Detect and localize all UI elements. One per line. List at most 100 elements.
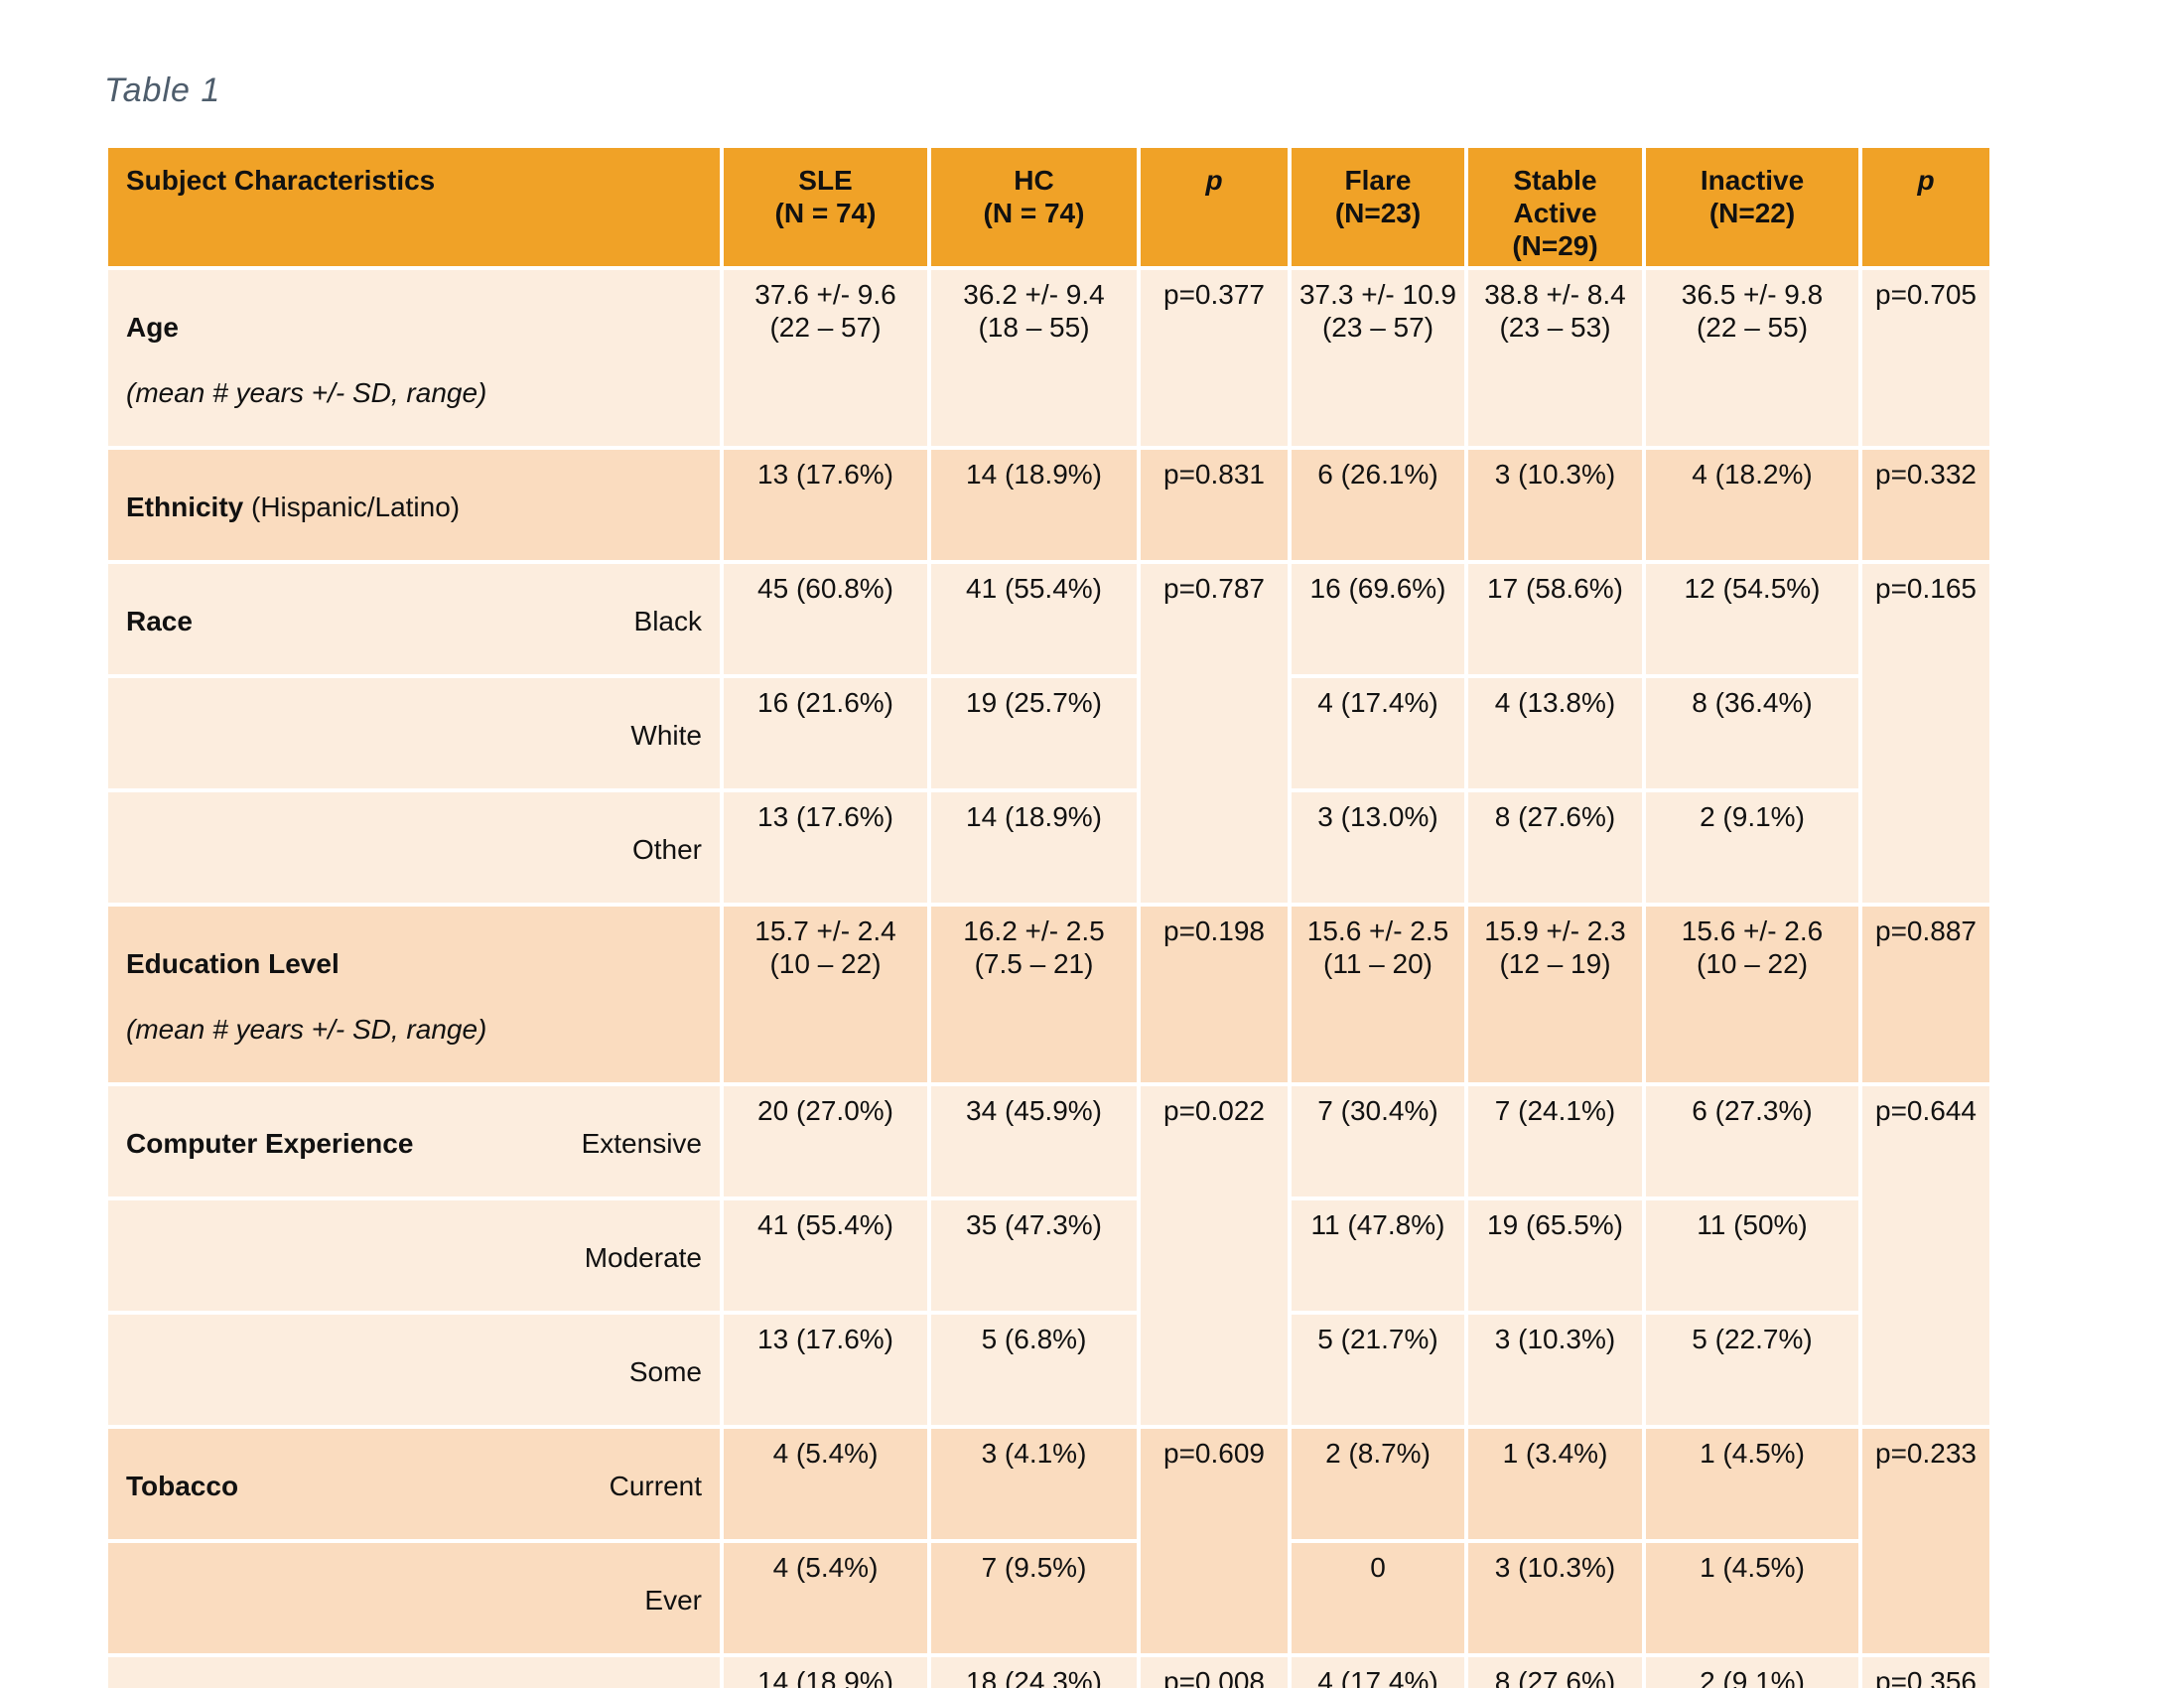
cell-tobacco-current-flare: 2 (8.7%) (1292, 1429, 1464, 1539)
cell-occupation-executive-stable: 8 (27.6%) (1468, 1657, 1642, 1688)
cell-ethnicity-hc: 14 (18.9%) (931, 450, 1137, 560)
row-race-other: Other 13 (17.6%) 14 (18.9%) 3 (13.0%) 8 … (108, 792, 1989, 903)
cell-compexp-some-stable: 3 (10.3%) (1468, 1315, 1642, 1425)
cell-race-white-hc: 19 (25.7%) (931, 678, 1137, 788)
cell-ethnicity-p2: p=0.332 (1862, 450, 1989, 560)
cell-tobacco-p2: p=0.233 (1862, 1429, 1989, 1653)
cell-compexp-extensive-inactive: 6 (27.3%) (1646, 1086, 1858, 1196)
label-race-black: Race Black (108, 564, 720, 674)
label-tobacco-current: Tobacco Current (108, 1429, 720, 1539)
cell-compexp-p1: p=0.022 (1141, 1086, 1288, 1425)
label-education: Education Level (mean # years +/- SD, ra… (108, 907, 720, 1082)
label-ethnicity: Ethnicity (Hispanic/Latino) (108, 450, 720, 560)
cell-education-inactive: 15.6 +/- 2.6 (10 – 22) (1646, 907, 1858, 1082)
cell-compexp-extensive-flare: 7 (30.4%) (1292, 1086, 1464, 1196)
col-header-subject: Subject Characteristics (108, 148, 720, 266)
cell-compexp-moderate-hc: 35 (47.3%) (931, 1200, 1137, 1311)
cell-compexp-extensive-sle: 20 (27.0%) (724, 1086, 927, 1196)
row-compexp-some: Some 13 (17.6%) 5 (6.8%) 5 (21.7%) 3 (10… (108, 1315, 1989, 1425)
cell-age-flare: 37.3 +/- 10.9 (23 – 57) (1292, 270, 1464, 446)
cell-occupation-p2: p=0.356 (1862, 1657, 1989, 1688)
header-row: Subject Characteristics SLE (N = 74) HC … (108, 148, 1989, 266)
cell-ethnicity-sle: 13 (17.6%) (724, 450, 927, 560)
cell-age-inactive: 36.5 +/- 9.8 (22 – 55) (1646, 270, 1858, 446)
label-compexp-some: Some (108, 1315, 720, 1425)
row-tobacco-ever: Ever 4 (5.4%) 7 (9.5%) 0 3 (10.3%) 1 (4.… (108, 1543, 1989, 1653)
cell-race-white-inactive: 8 (36.4%) (1646, 678, 1858, 788)
cell-race-other-sle: 13 (17.6%) (724, 792, 927, 903)
cell-age-p2: p=0.705 (1862, 270, 1989, 446)
label-tobacco-ever: Ever (108, 1543, 720, 1653)
cell-ethnicity-stable: 3 (10.3%) (1468, 450, 1642, 560)
cell-tobacco-current-inactive: 1 (4.5%) (1646, 1429, 1858, 1539)
col-header-stable-active: Stable Active (N=29) (1468, 148, 1642, 266)
row-compexp-moderate: Moderate 41 (55.4%) 35 (47.3%) 11 (47.8%… (108, 1200, 1989, 1311)
row-compexp-extensive: Computer Experience Extensive 20 (27.0%) … (108, 1086, 1989, 1425)
cell-race-white-sle: 16 (21.6%) (724, 678, 927, 788)
cell-education-flare: 15.6 +/- 2.5 (11 – 20) (1292, 907, 1464, 1082)
cell-compexp-moderate-sle: 41 (55.4%) (724, 1200, 927, 1311)
cell-ethnicity-inactive: 4 (18.2%) (1646, 450, 1858, 560)
col-header-p1: p (1141, 148, 1288, 266)
cell-occupation-p1: p=0.008 (1141, 1657, 1288, 1688)
cell-education-p2: p=0.887 (1862, 907, 1989, 1082)
label-age: Age (mean # years +/- SD, range) (108, 270, 720, 446)
cell-race-black-flare: 16 (69.6%) (1292, 564, 1464, 674)
cell-race-p2: p=0.165 (1862, 564, 1989, 903)
cell-tobacco-ever-sle: 4 (5.4%) (724, 1543, 927, 1653)
cell-race-p1: p=0.787 (1141, 564, 1288, 903)
cell-race-white-flare: 4 (17.4%) (1292, 678, 1464, 788)
cell-occupation-executive-flare: 4 (17.4%) (1292, 1657, 1464, 1688)
row-age: Age (mean # years +/- SD, range) 37.6 +/… (108, 270, 1989, 446)
row-race-black: Race Black 45 (60.8%) 41 (55.4%) p=0.787 … (108, 564, 1989, 903)
cell-compexp-moderate-flare: 11 (47.8%) (1292, 1200, 1464, 1311)
label-race-other: Other (108, 792, 720, 903)
cell-race-black-stable: 17 (58.6%) (1468, 564, 1642, 674)
col-header-p2: p (1862, 148, 1989, 266)
cell-race-black-inactive: 12 (54.5%) (1646, 564, 1858, 674)
cell-ethnicity-flare: 6 (26.1%) (1292, 450, 1464, 560)
cell-age-hc: 36.2 +/- 9.4 (18 – 55) (931, 270, 1137, 446)
subject-characteristics-table: Subject Characteristics SLE (N = 74) HC … (104, 144, 1993, 1688)
row-tobacco-current: Tobacco Current 4 (5.4%) 3 (4.1%) p=0.609… (108, 1429, 1989, 1653)
col-header-hc: HC (N = 74) (931, 148, 1137, 266)
col-header-flare: Flare (N=23) (1292, 148, 1464, 266)
cell-race-black-hc: 41 (55.4%) (931, 564, 1137, 674)
cell-occupation-executive-inactive: 2 (9.1%) (1646, 1657, 1858, 1688)
cell-tobacco-ever-stable: 3 (10.3%) (1468, 1543, 1642, 1653)
cell-race-other-stable: 8 (27.6%) (1468, 792, 1642, 903)
cell-compexp-some-hc: 5 (6.8%) (931, 1315, 1137, 1425)
cell-occupation-executive-sle: 14 (18.9%) (724, 1657, 927, 1688)
cell-tobacco-ever-flare: 0 (1292, 1543, 1464, 1653)
cell-tobacco-ever-hc: 7 (9.5%) (931, 1543, 1137, 1653)
cell-compexp-extensive-stable: 7 (24.1%) (1468, 1086, 1642, 1196)
cell-compexp-some-sle: 13 (17.6%) (724, 1315, 927, 1425)
col-header-inactive: Inactive (N=22) (1646, 148, 1858, 266)
cell-race-black-sle: 45 (60.8%) (724, 564, 927, 674)
row-education: Education Level (mean # years +/- SD, ra… (108, 907, 1989, 1082)
label-race-white: White (108, 678, 720, 788)
cell-tobacco-ever-inactive: 1 (4.5%) (1646, 1543, 1858, 1653)
cell-race-other-inactive: 2 (9.1%) (1646, 792, 1858, 903)
cell-race-white-stable: 4 (13.8%) (1468, 678, 1642, 788)
cell-compexp-extensive-hc: 34 (45.9%) (931, 1086, 1137, 1196)
cell-ethnicity-p1: p=0.831 (1141, 450, 1288, 560)
cell-age-p1: p=0.377 (1141, 270, 1288, 446)
cell-compexp-p2: p=0.644 (1862, 1086, 1989, 1425)
cell-education-hc: 16.2 +/- 2.5 (7.5 – 21) (931, 907, 1137, 1082)
row-ethnicity: Ethnicity (Hispanic/Latino) 13 (17.6%) 1… (108, 450, 1989, 560)
cell-compexp-moderate-stable: 19 (65.5%) (1468, 1200, 1642, 1311)
cell-race-other-hc: 14 (18.9%) (931, 792, 1137, 903)
cell-race-other-flare: 3 (13.0%) (1292, 792, 1464, 903)
cell-tobacco-current-sle: 4 (5.4%) (724, 1429, 927, 1539)
row-occupation-executive: OccupationExecutive/professional 14 (18.… (108, 1657, 1989, 1688)
col-header-sle: SLE (N = 74) (724, 148, 927, 266)
cell-age-stable: 38.8 +/- 8.4 (23 – 53) (1468, 270, 1642, 446)
row-race-white: White 16 (21.6%) 19 (25.7%) 4 (17.4%) 4 … (108, 678, 1989, 788)
cell-compexp-moderate-inactive: 11 (50%) (1646, 1200, 1858, 1311)
cell-education-sle: 15.7 +/- 2.4 (10 – 22) (724, 907, 927, 1082)
cell-tobacco-current-stable: 1 (3.4%) (1468, 1429, 1642, 1539)
label-occupation-executive: OccupationExecutive/professional (108, 1657, 720, 1688)
label-compexp-extensive: Computer Experience Extensive (108, 1086, 720, 1196)
